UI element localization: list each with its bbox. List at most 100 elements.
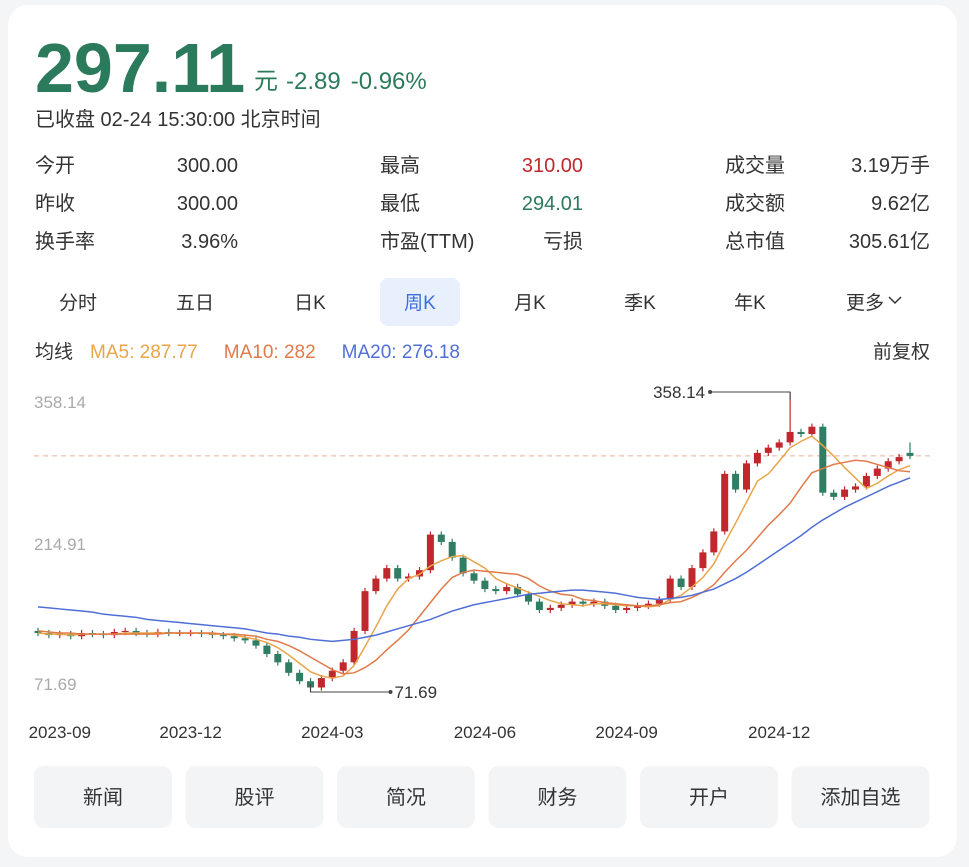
candle-body [350, 630, 358, 663]
candle-body [394, 568, 402, 579]
max-dot [708, 390, 713, 394]
tab[interactable]: 五日 [176, 293, 214, 314]
y-tick-label: 71.69 [34, 675, 77, 694]
candle-body [841, 489, 849, 497]
candle-body [492, 589, 500, 592]
button[interactable]: 新闻 [83, 786, 123, 809]
candle-body [546, 607, 554, 610]
button-bg[interactable] [791, 766, 930, 828]
button[interactable]: 添加自选 [821, 786, 901, 809]
candle-body [644, 603, 652, 606]
legend-entry: MA20: 276.18 [342, 342, 460, 363]
status: 已收盘 02-24 15:30:00 北京时间 [35, 108, 321, 131]
button-bg[interactable] [185, 766, 324, 828]
x-tick-label: 2024-09 [595, 723, 657, 742]
candle-body [797, 431, 805, 435]
tab[interactable]: 月K [514, 293, 546, 314]
candle-body [623, 607, 631, 610]
candle-body [514, 586, 522, 595]
button[interactable]: 财务 [538, 786, 578, 809]
tab[interactable]: 日K [294, 293, 326, 314]
min-label: 71.69 [395, 683, 438, 702]
candle-body [361, 591, 369, 631]
button[interactable]: 简况 [386, 786, 426, 809]
y-tick-label: 214.91 [34, 535, 86, 554]
tab[interactable]: 周K [404, 293, 436, 314]
stat-label: 成交量 [725, 154, 785, 177]
stat-label: 市盈(TTM) [380, 230, 474, 253]
candle-body [503, 586, 511, 592]
candle-body [405, 576, 413, 579]
stat-value: 亏损 [543, 230, 583, 253]
candle-body [579, 601, 587, 604]
stat-label: 最高 [380, 154, 420, 177]
candle-body [230, 636, 238, 639]
candle-body [285, 662, 293, 673]
stat-label: 总市值 [725, 230, 785, 253]
candle-body [775, 442, 783, 448]
button-bg[interactable] [640, 766, 778, 828]
button-bg[interactable] [488, 766, 627, 828]
candle-body [132, 630, 140, 634]
candle-body [481, 580, 489, 590]
candle-body [470, 573, 478, 581]
min-pointer [310, 684, 391, 693]
candle-body [753, 452, 761, 464]
candle-body [721, 473, 729, 532]
tab[interactable]: 更多 [846, 292, 884, 314]
candle-body [634, 605, 641, 608]
candle-body [426, 534, 434, 571]
button-bg[interactable] [337, 766, 475, 828]
chevron [888, 296, 902, 305]
candle-body [590, 601, 598, 604]
button-bg[interactable] [34, 766, 172, 828]
stat-value: 9.62亿 [871, 192, 930, 215]
stat-value: 310.00 [522, 155, 583, 177]
candle-body [317, 678, 325, 688]
candle-body [448, 541, 456, 558]
change: -2.89 [286, 68, 341, 95]
x-tick-label: 2024-03 [301, 723, 363, 742]
tab[interactable]: 年K [734, 292, 766, 314]
candle-body [121, 630, 129, 632]
candle-body [830, 492, 838, 497]
candle-body [612, 605, 620, 610]
card-bg [8, 5, 957, 857]
candle-body [296, 672, 304, 682]
candle-body [873, 468, 881, 476]
candle-body [383, 568, 391, 579]
candle-body [786, 431, 794, 443]
stat-label: 今开 [35, 154, 75, 177]
candle-body [252, 640, 260, 646]
ma-line [37, 459, 911, 675]
tab[interactable]: 季K [624, 292, 656, 314]
tab[interactable]: 分时 [59, 292, 97, 314]
candle-body [274, 653, 282, 663]
candle-body [241, 638, 249, 641]
candle-body [437, 534, 445, 542]
legend-entry: MA5: 287.77 [90, 342, 198, 363]
candle-body [339, 662, 347, 671]
stat-label: 成交额 [725, 192, 785, 215]
unit: 元 [254, 68, 278, 95]
candle-body [416, 570, 423, 577]
candle-body [557, 604, 565, 608]
candle-body [677, 578, 685, 587]
stat-label: 换手率 [35, 230, 95, 253]
candle-body [852, 486, 859, 490]
candle-body [699, 552, 707, 569]
candle-body [535, 601, 543, 610]
button[interactable]: 股评 [235, 787, 275, 809]
candle-body [764, 447, 772, 453]
candle-body [895, 457, 903, 462]
ma-label: 均线 [35, 341, 73, 363]
y-tick-label: 358.14 [34, 393, 86, 412]
change-pct: -0.96% [351, 68, 427, 95]
button[interactable]: 开户 [689, 786, 729, 809]
candle-body [459, 557, 467, 574]
candle-body [710, 531, 718, 553]
x-tick-label: 2023-12 [159, 723, 221, 742]
change-line: 元 -2.89 -0.96% [254, 68, 427, 95]
